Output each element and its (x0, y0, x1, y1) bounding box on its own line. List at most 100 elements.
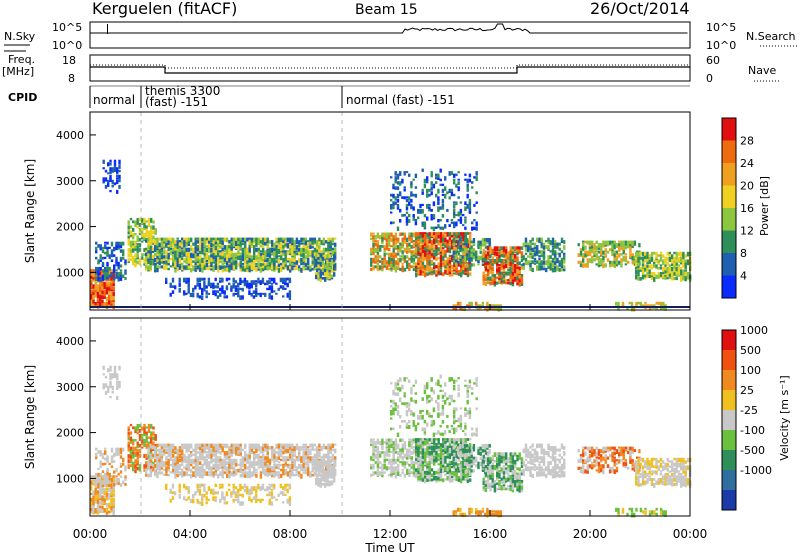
power-cell (404, 255, 406, 259)
power-cell (379, 265, 381, 269)
velocity-cell (203, 484, 205, 486)
power-cell (219, 260, 221, 263)
power-cell (226, 245, 228, 249)
power-cell (197, 240, 199, 244)
power-cell (584, 253, 586, 257)
power-cell (413, 265, 415, 268)
power-cell (372, 233, 374, 235)
power-cell (642, 275, 644, 280)
velocity-cell (264, 444, 266, 448)
velocity-cell (260, 451, 262, 453)
power-cell (128, 220, 130, 223)
power-cell (510, 269, 512, 274)
power-cell (431, 260, 433, 265)
velocity-cell (237, 494, 239, 499)
power-cell (397, 227, 399, 231)
velocity-cell (222, 459, 224, 463)
power-cell (271, 258, 273, 263)
power-cell (446, 219, 448, 222)
power-cell (386, 233, 388, 237)
power-cell (492, 279, 494, 282)
power-cell (253, 260, 255, 263)
power-cell (148, 231, 150, 233)
velocity-cell (381, 471, 383, 475)
velocity-cell (278, 474, 280, 479)
velocity-cell (159, 444, 161, 447)
power-cell (428, 206, 430, 209)
power-cell (605, 263, 607, 267)
power-cell (635, 302, 637, 306)
power-cell (501, 259, 503, 263)
power-cell (203, 280, 205, 284)
power-cell (600, 243, 602, 247)
power-cell (92, 279, 94, 281)
power-cell (417, 270, 419, 274)
velocity-cell (156, 454, 158, 457)
power-cell (519, 261, 521, 265)
power-cell (106, 242, 108, 245)
power-cell (510, 274, 512, 279)
power-cell (527, 245, 529, 248)
power-cell (644, 264, 646, 268)
power-cell (658, 259, 660, 263)
velocity-cell (146, 434, 148, 439)
power-cell (239, 288, 241, 290)
power-cell (649, 257, 651, 260)
power-cell (413, 233, 415, 236)
power-cell (534, 260, 536, 262)
power-cell (128, 258, 130, 261)
power-cell (112, 167, 114, 172)
power-cell (673, 262, 675, 266)
power-cell (210, 263, 212, 267)
power-cell (204, 248, 206, 252)
velocity-cell (110, 495, 112, 497)
power-cell (417, 265, 419, 268)
power-cell (489, 238, 491, 242)
power-cell (130, 231, 132, 236)
power-cell (458, 179, 460, 181)
power-cell (516, 251, 518, 255)
power-cell (435, 265, 437, 269)
velocity-cell (206, 501, 208, 504)
power-cell (260, 250, 262, 252)
power-cell (529, 245, 531, 249)
colorbar-tick-label: 8 (740, 247, 747, 260)
velocity-cell (233, 466, 235, 471)
power-cell (442, 189, 444, 193)
velocity-cell (322, 463, 324, 467)
power-cell (287, 258, 289, 261)
power-cell (183, 248, 185, 252)
velocity-cell (285, 459, 287, 463)
power-cell (384, 250, 386, 252)
power-cell (682, 259, 684, 264)
power-cell (217, 243, 219, 247)
power-cell (152, 225, 154, 229)
velocity-cell (276, 456, 278, 460)
power-cell (317, 272, 319, 275)
power-cell (620, 263, 622, 267)
velocity-cell (289, 444, 291, 447)
power-cell (635, 275, 637, 280)
velocity-cell (92, 490, 94, 494)
velocity-cell (278, 451, 280, 455)
power-cell (188, 238, 190, 242)
velocity-cell (249, 471, 251, 474)
power-cell (233, 238, 235, 243)
power-cell (315, 275, 317, 278)
velocity-cell (95, 483, 97, 487)
velocity-cell (172, 444, 174, 448)
velocity-cell (237, 444, 239, 448)
power-cell (305, 238, 307, 241)
velocity-cell (128, 457, 130, 459)
power-cell (148, 233, 150, 236)
power-cell (516, 269, 518, 274)
velocity-cell (289, 501, 291, 506)
power-cell (321, 240, 323, 245)
velocity-cell (201, 444, 203, 448)
power-cell (458, 196, 460, 199)
velocity-cell (260, 461, 262, 465)
power-cell (395, 253, 397, 257)
power-cell (651, 277, 653, 280)
velocity-cell (183, 454, 185, 458)
velocity-cell (370, 466, 372, 469)
